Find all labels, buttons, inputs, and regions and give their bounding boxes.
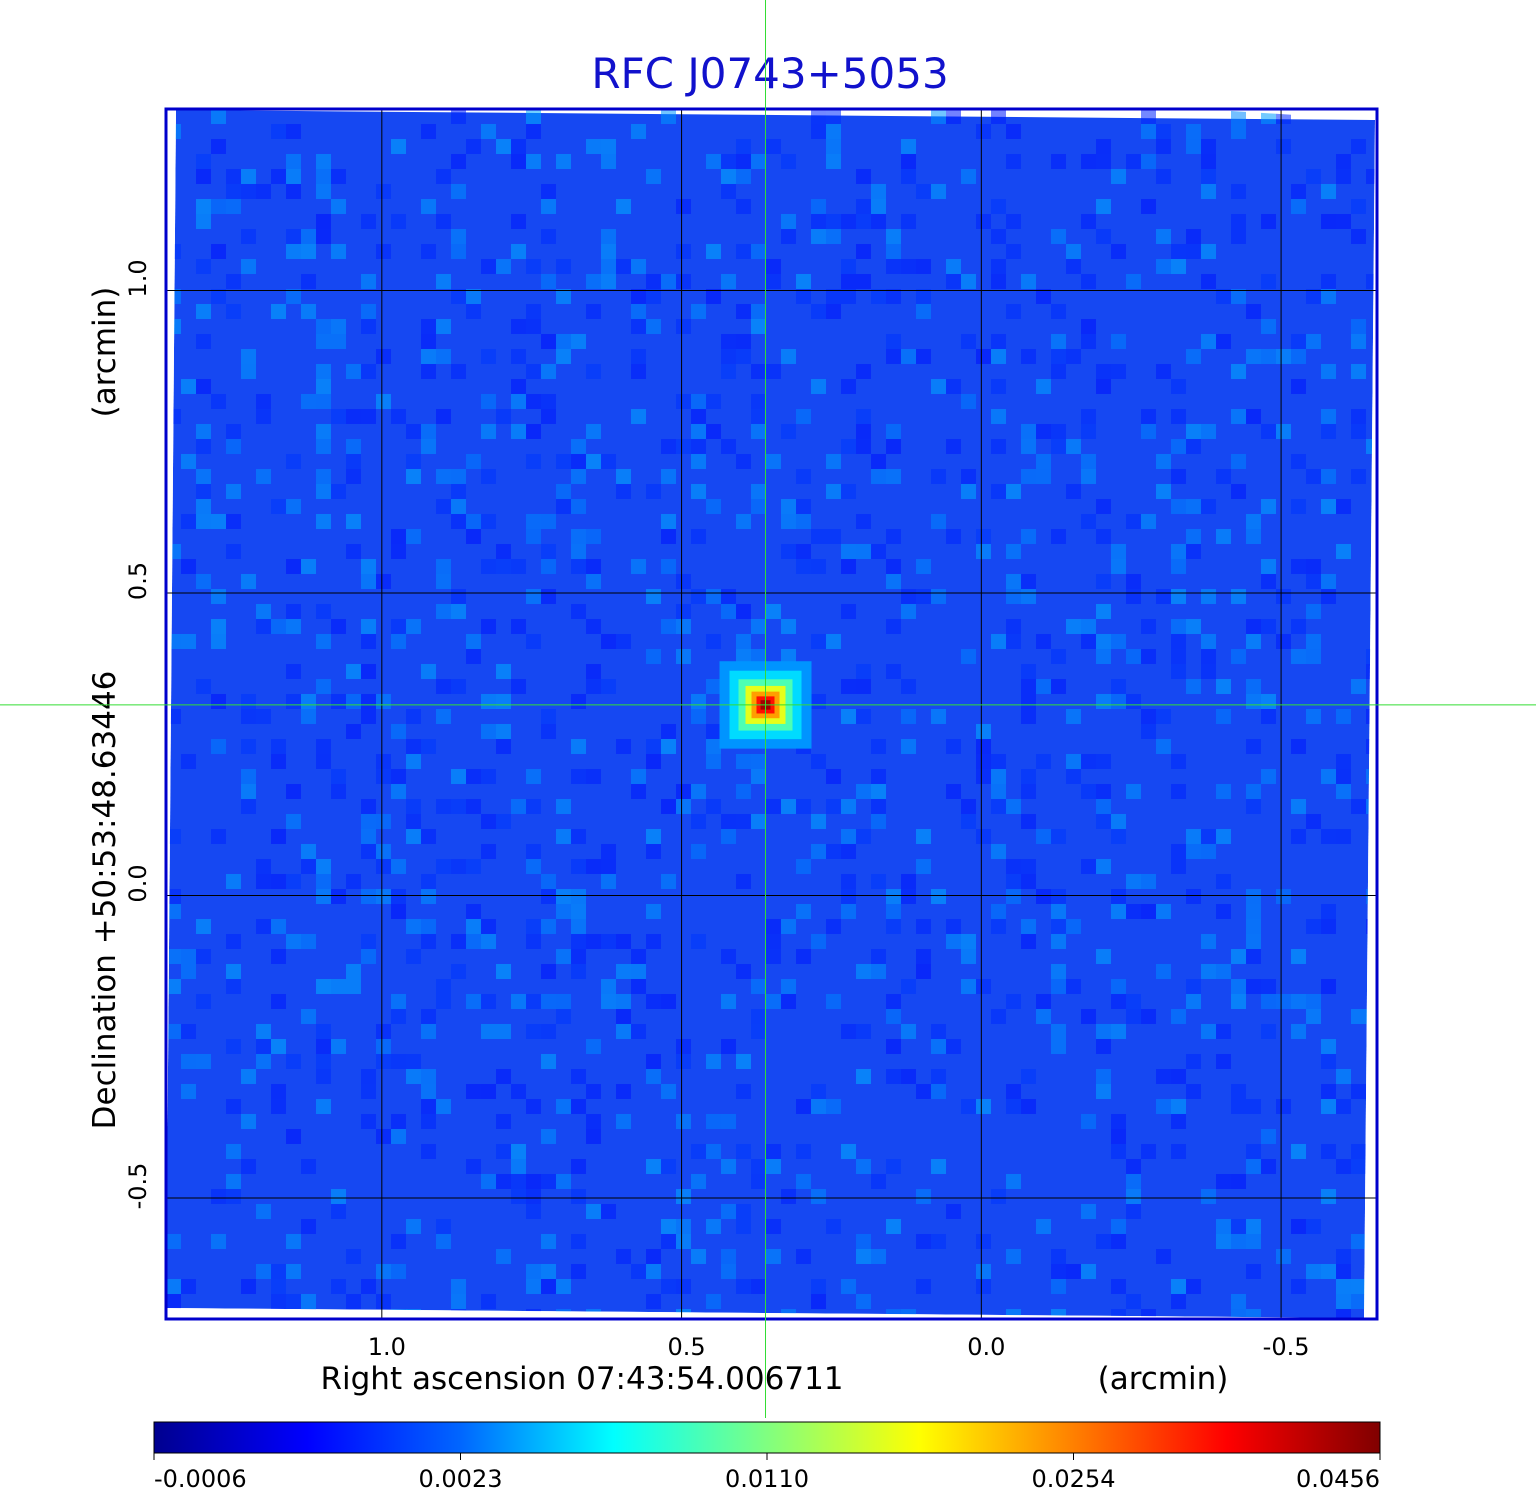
plot-area: 1.0 0.5 0.0 -0.5 1.0 0.5 0.0 -0.5 [124,107,1379,1361]
x-tick-label: 1.0 [368,1333,406,1361]
y-tick-labels: 1.0 0.5 0.0 -0.5 [124,259,152,1209]
colorbar-tick-label: 0.0023 [419,1465,503,1493]
colorbar-gradient [153,1421,1381,1454]
x-tick-labels: 1.0 0.5 0.0 -0.5 [368,1333,1310,1361]
x-axis-label: Right ascension 07:43:54.006711 [320,1361,843,1397]
colorbar-tick-label: 0.0456 [1296,1465,1380,1493]
colorbar-tick-label: 0.0110 [725,1465,809,1493]
y-tick-label: 1.0 [124,259,152,297]
x-tick-label: 0.0 [967,1333,1005,1361]
y-tick-label: 0.0 [124,864,152,902]
colorbar-tick-label: 0.0254 [1032,1465,1116,1493]
plot-frame [164,107,1379,1321]
y-axis-label: Declination +50:53:48.63446 [87,671,123,1130]
colorbar-tick-labels: -0.0006 0.0023 0.0110 0.0254 0.0456 [153,1453,1381,1493]
y-tick-label: 0.5 [124,562,152,600]
crosshair [0,0,1536,1418]
x-tick-label: 0.5 [667,1333,705,1361]
map-pixels [166,109,1377,1319]
x-tick-label: -0.5 [1263,1333,1310,1361]
colorbar: -0.0006 0.0023 0.0110 0.0254 0.0456 [153,1421,1381,1493]
x-axis-unit: (arcmin) [1098,1361,1229,1397]
chart-title: RFC J0743+5053 [591,49,948,98]
grid-lines [166,109,1377,1319]
y-tick-label: -0.5 [124,1163,152,1210]
colorbar-tick-label: -0.0006 [154,1465,247,1493]
y-axis-unit: (arcmin) [87,287,123,418]
